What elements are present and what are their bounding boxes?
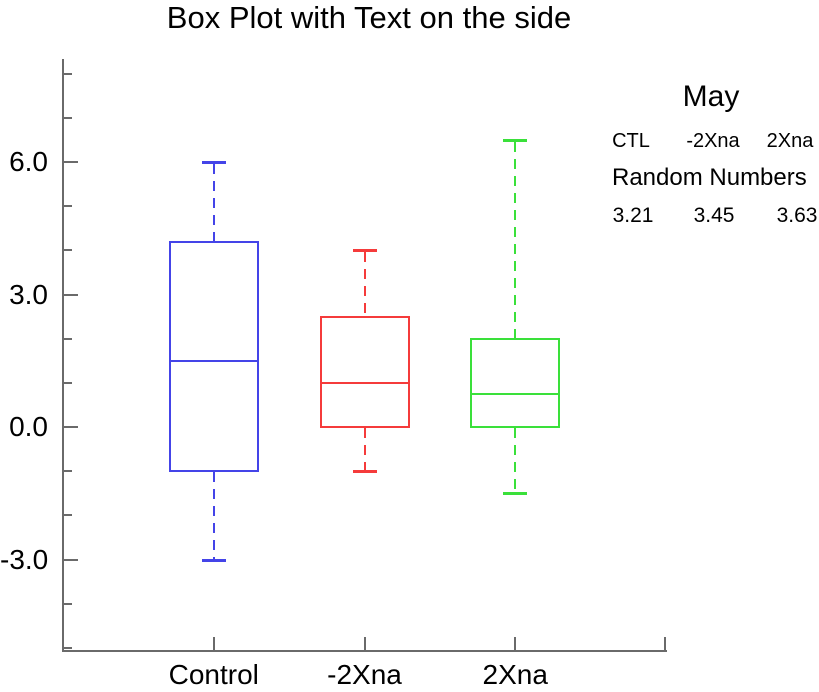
y-major-tick: [64, 558, 78, 561]
y-tick-label: -3.0: [0, 543, 49, 575]
x-axis: [62, 650, 667, 652]
median-line: [320, 381, 409, 384]
x-tick: [363, 637, 366, 651]
upper-whisker-cap: [503, 138, 528, 142]
median-line: [169, 359, 258, 362]
y-tick-label: 6.0: [9, 146, 48, 178]
x-tick-label: 2Xna: [482, 659, 548, 690]
lower-whisker-cap: [352, 470, 377, 474]
y-minor-tick: [64, 514, 72, 517]
x-tick-label: -2Xna: [327, 659, 402, 690]
side-value-2xna: 3.63: [776, 204, 818, 227]
y-minor-tick: [64, 337, 72, 340]
y-tick-label: 3.0: [9, 278, 48, 310]
y-axis: [62, 59, 64, 652]
y-major-tick: [64, 426, 78, 429]
lower-whisker: [212, 472, 215, 559]
side-value-m2xna: 3.45: [693, 204, 735, 227]
y-tick-label: 0.0: [9, 411, 48, 443]
side-column-m2xna: -2Xna: [686, 130, 740, 152]
y-minor-tick: [64, 116, 72, 119]
y-major-tick: [64, 293, 78, 296]
y-minor-tick: [64, 381, 72, 384]
chart-title: Box Plot with Text on the side: [166, 0, 572, 35]
side-label: Random Numbers: [612, 164, 807, 191]
lower-whisker-cap: [503, 492, 528, 496]
upper-whisker: [363, 252, 366, 316]
x-tick: [212, 637, 215, 651]
x-tick: [514, 637, 517, 651]
x-tick-label: Control: [168, 659, 259, 690]
lower-whisker: [363, 428, 366, 471]
y-minor-tick: [64, 646, 72, 649]
upper-whisker: [514, 141, 517, 338]
y-minor-tick: [64, 249, 72, 252]
y-minor-tick: [64, 602, 72, 605]
side-column-2xna: 2Xna: [766, 130, 814, 152]
lower-whisker: [514, 428, 517, 493]
box: [319, 315, 410, 429]
y-minor-tick: [64, 205, 72, 208]
side-heading: May: [682, 80, 740, 113]
lower-whisker-cap: [201, 558, 226, 562]
upper-whisker-cap: [201, 161, 226, 165]
x-axis-end-tick: [664, 637, 666, 651]
side-value-ctl: 3.21: [612, 204, 654, 227]
box: [168, 240, 259, 473]
side-column-ctl: CTL: [612, 130, 650, 152]
box: [470, 337, 561, 429]
upper-whisker: [212, 164, 215, 241]
median-line: [471, 392, 560, 395]
y-minor-tick: [64, 470, 72, 473]
upper-whisker-cap: [352, 249, 377, 253]
y-minor-tick: [64, 72, 72, 75]
y-major-tick: [64, 161, 78, 164]
